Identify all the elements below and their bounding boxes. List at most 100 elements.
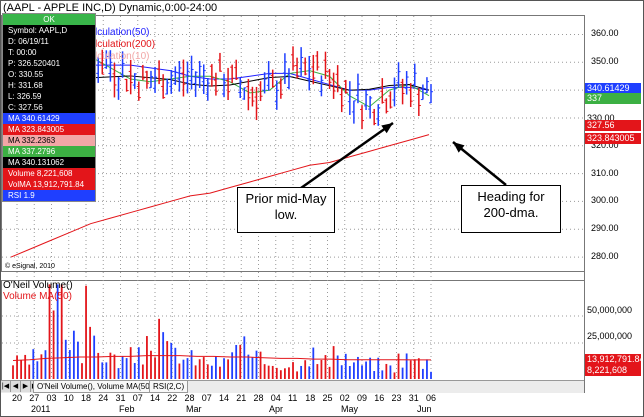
month-label: Jun — [417, 404, 432, 414]
data-window-value: AAPL,D — [38, 26, 68, 35]
tab-next-icon[interactable]: ▶ — [21, 381, 31, 392]
date-tick-label: 06 — [426, 393, 437, 403]
study-tabs: |◀ ◀ ▶ ▶| O'Neil Volume(), Volume MA(50)… — [1, 380, 584, 393]
data-window-row: MA 337.2796 — [3, 146, 95, 157]
tab-volume[interactable]: O'Neil Volume(), Volume MA(50) — [33, 381, 157, 393]
date-tick-label: 18 — [305, 393, 316, 403]
data-window-value: 331.68 — [18, 81, 43, 90]
legend-ma50: lculation(50) — [95, 27, 150, 38]
data-window-ok[interactable]: OK — [3, 14, 95, 25]
price-tag: 340.61429 — [585, 83, 641, 95]
ma-line-1 — [10, 134, 430, 258]
price-tick-label: 320.00 — [591, 139, 619, 150]
data-window-value: 340.61429 — [21, 114, 60, 123]
volume-panel-title: O'Neil Volume() Volume MA(50) — [3, 280, 73, 302]
data-window-value: 332.2363 — [21, 136, 56, 145]
date-tick-label: 07 — [201, 393, 212, 403]
data-window-row: O: 330.55 — [3, 69, 95, 80]
price-tick-label: 310.00 — [591, 167, 619, 178]
month-label: 2011 — [31, 404, 51, 414]
date-tick-label: 25 — [322, 393, 333, 403]
date-tick-label: 03 — [46, 393, 57, 403]
data-window-value: 1.9 — [23, 191, 35, 200]
data-window-row: C: 327.56 — [3, 102, 95, 113]
data-window-row: MA 332.2363 — [3, 135, 95, 146]
data-window-value: 330.55 — [18, 70, 44, 79]
date-tick-label: 18 — [81, 393, 92, 403]
data-window-row: Volume 8,221,608 — [3, 168, 95, 179]
date-tick-label: 11 — [288, 393, 298, 403]
data-window-row: L: 326.59 — [3, 91, 95, 102]
month-label: Feb — [119, 404, 135, 414]
date-tick-label: 24 — [98, 393, 109, 403]
date-tick-label: 23 — [391, 393, 402, 403]
data-window-label: Volume — [8, 169, 37, 178]
data-window-label: VolMA — [8, 180, 33, 189]
data-window-label: T: — [8, 48, 17, 57]
copyright-label: © eSignal, 2010 — [5, 263, 55, 270]
data-window-row: MA 340.131062 — [3, 157, 95, 168]
callout-heading-200dma: Heading for 200-dma. — [461, 185, 561, 233]
data-window-value: 06/19/11 — [18, 37, 49, 46]
tab-rsi[interactable]: RSI(2,C) — [149, 381, 189, 393]
data-window-label: RSI — [8, 191, 24, 200]
date-tick-label: 14 — [150, 393, 161, 403]
data-window-label: L: — [8, 92, 17, 101]
arrow-prior-low — [300, 121, 394, 190]
data-window-value: 327.56 — [18, 103, 43, 112]
price-tick-label: 290.00 — [591, 223, 619, 234]
date-tick-label: 20 — [12, 393, 23, 403]
date-tick-label: 14 — [219, 393, 230, 403]
data-window-label: MA — [8, 147, 22, 156]
data-window-row: H: 331.68 — [3, 80, 95, 91]
date-tick-label: 22 — [167, 393, 178, 403]
data-window-row: T: 00:00 — [3, 47, 95, 58]
data-window: OK Symbol: AAPL,D D: 06/19/11 T: 00:00 P: 3… — [2, 13, 96, 202]
data-window-value: 326.59 — [16, 92, 42, 101]
date-tick-label: 27 — [29, 393, 40, 403]
volume-ma-tag: 13,912,791.84 — [585, 354, 641, 365]
date-tick-label: 02 — [339, 393, 350, 403]
volume-ma-line — [12, 355, 431, 361]
price-tag: 323.843005 — [585, 133, 641, 145]
date-tick-label: 16 — [374, 393, 385, 403]
date-tick-label: 10 — [63, 393, 74, 403]
data-window-label: O: — [8, 70, 19, 79]
data-window-row: P: 326.520401 — [3, 58, 95, 69]
legend-ma200: lculation(200) — [95, 39, 156, 50]
date-tick-label: 31 — [115, 393, 126, 403]
date-tick-label: 09 — [357, 393, 368, 403]
arrow-200dma-head — [453, 142, 465, 153]
date-tick-label: 31 — [408, 393, 419, 403]
data-window-row: D: 06/19/11 — [3, 36, 95, 47]
month-label: Mar — [186, 404, 202, 414]
volume-tick-25m: 25,000,000 — [587, 331, 633, 341]
data-window-value: 326.520401 — [17, 59, 61, 68]
data-window-value: 00:00 — [16, 48, 37, 57]
volume-ma-title: Volume MA(50) — [3, 291, 72, 302]
data-window-label: MA — [8, 136, 22, 145]
price-tick-label: 360.00 — [591, 28, 619, 39]
data-window-label: H: — [8, 81, 19, 90]
data-window-label: MA — [8, 114, 22, 123]
tab-first-icon[interactable]: |◀ — [1, 381, 11, 392]
date-axis: 20 27 03 10 18 24 31 07 14 22 28 07 14 21 28 04 11 18 25 02… — [1, 393, 584, 416]
data-window-value: 340.131062 — [21, 158, 65, 167]
date-tick-label: 07 — [132, 393, 143, 403]
legend-ma10: lculation(10) — [95, 51, 150, 62]
arrow-prior-low-head — [381, 123, 393, 134]
data-window-label: P: — [8, 59, 18, 68]
data-window-value: 8,221,608 — [36, 169, 73, 178]
data-window-value: 323.843005 — [21, 125, 65, 134]
price-tick-label: 300.00 — [591, 195, 619, 206]
data-window-row: MA 340.61429 — [3, 113, 95, 124]
data-window-row: Symbol: AAPL,D — [3, 25, 95, 36]
arrow-200dma — [452, 141, 507, 186]
month-label: Apr — [269, 404, 284, 414]
callout-prior-low: Prior mid-May low. — [237, 187, 335, 233]
data-window-value: 13,912,791.84 — [32, 180, 85, 189]
data-window-value: 337.2796 — [21, 147, 56, 156]
tab-prev-icon[interactable]: ◀ — [11, 381, 21, 392]
volume-tag: 8,221,608 — [585, 365, 641, 376]
